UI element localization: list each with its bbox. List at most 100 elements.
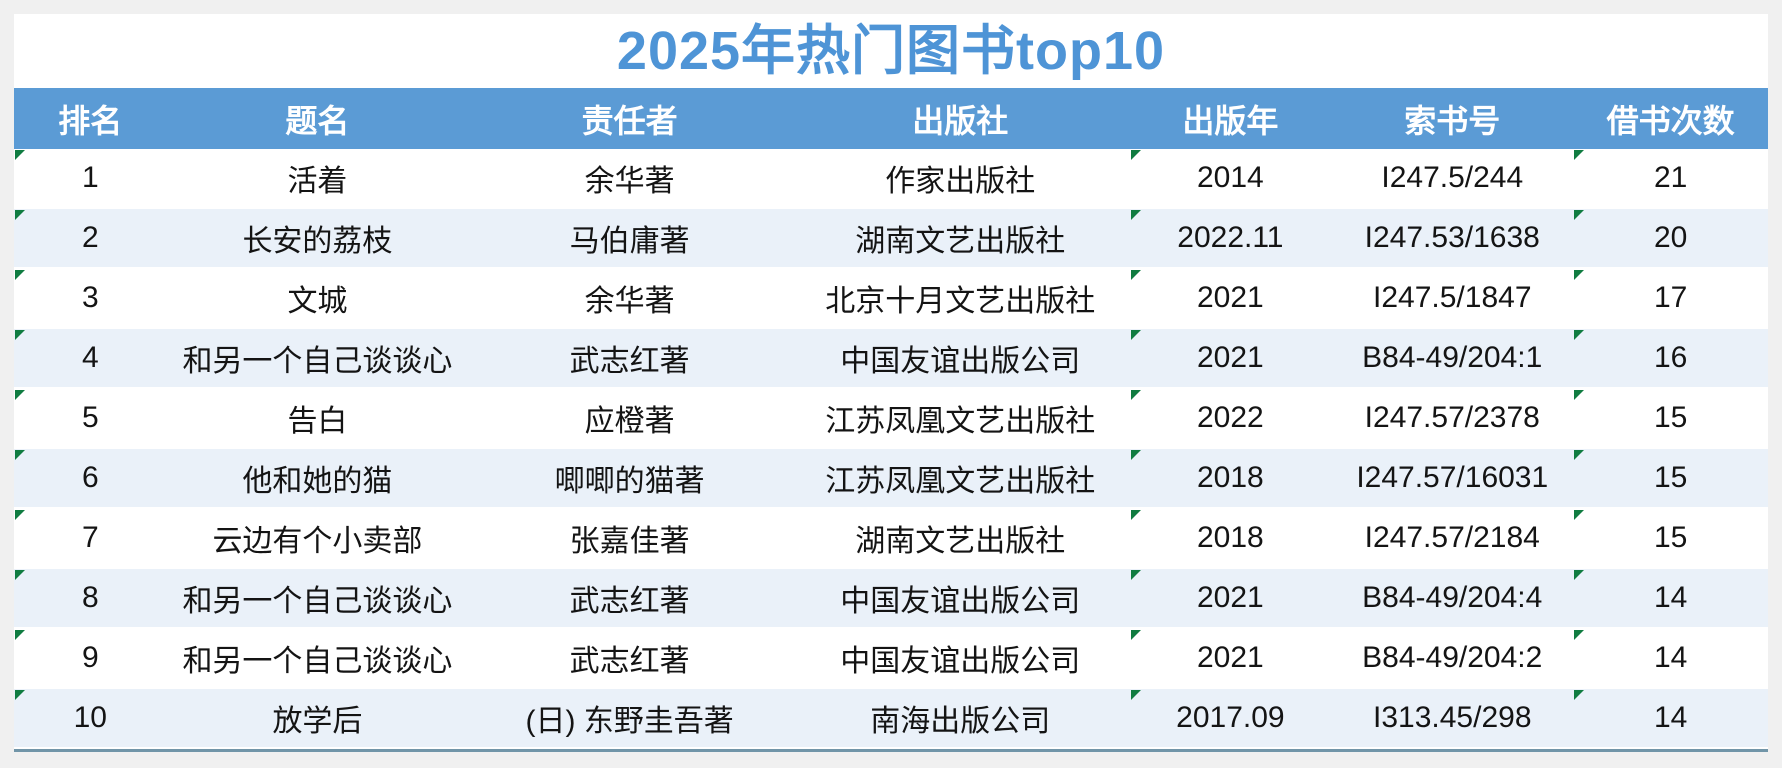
- cell-value: 作家出版社: [885, 165, 1036, 198]
- cell-rank: 1: [14, 149, 167, 209]
- cell-value: 中国友谊出版公司: [840, 585, 1081, 618]
- table-row: 3 文城 余华著 北京十月文艺出版社 2021 I247.5/1847 17: [14, 268, 1768, 329]
- cell-value: 2021: [1197, 281, 1264, 314]
- cell-year: 2018: [1129, 508, 1332, 569]
- table-row: 8 和另一个自己谈谈心 武志红著 中国友谊出版公司 2021 B84-49/20…: [14, 568, 1768, 629]
- page-title: 2025年热门图书top10: [616, 21, 1166, 81]
- cell-year: 2017.09: [1129, 688, 1332, 749]
- cell-publisher: 湖南文艺出版社: [791, 508, 1130, 569]
- cell-value: 马伯庸著: [569, 225, 690, 258]
- cell-year: 2021: [1129, 268, 1332, 329]
- cell-value: I247.57/2378: [1364, 401, 1540, 434]
- cell-value: I247.5/1847: [1373, 281, 1532, 314]
- cell-title: 和另一个自己谈谈心: [166, 568, 469, 629]
- column-header-author: 责任者: [468, 88, 792, 149]
- error-indicator-icon: [15, 570, 25, 580]
- cell-value: 14: [1653, 581, 1688, 614]
- cell-call-number: B84-49/204:1: [1331, 328, 1574, 389]
- cell-author: 余华著: [468, 268, 792, 329]
- cell-call-number: B84-49/204:2: [1331, 628, 1574, 689]
- cell-value: 放学后: [272, 705, 363, 738]
- cell-value: 南海出版公司: [870, 705, 1051, 738]
- cell-value: 和另一个自己谈谈心: [182, 345, 453, 378]
- cell-value: 2018: [1197, 461, 1264, 494]
- table-row: 2 长安的荔枝 马伯庸著 湖南文艺出版社 2022.11 I247.53/163…: [14, 208, 1768, 269]
- error-indicator-icon: [1130, 150, 1141, 160]
- cell-borrow-count: 15: [1573, 508, 1768, 569]
- error-indicator-icon: [1574, 150, 1585, 160]
- cell-borrow-count: 17: [1573, 268, 1768, 329]
- error-indicator-icon: [1130, 690, 1141, 700]
- cell-call-number: I247.5/244: [1331, 149, 1574, 209]
- error-indicator-icon: [1130, 270, 1141, 280]
- cell-borrow-count: 14: [1573, 688, 1768, 749]
- cell-value: 4: [81, 341, 99, 374]
- error-indicator-icon: [15, 450, 25, 460]
- cell-value: B84-49/204:2: [1362, 641, 1543, 674]
- cell-rank: 7: [14, 508, 167, 569]
- cell-value: B84-49/204:1: [1362, 341, 1543, 374]
- table-row: 4 和另一个自己谈谈心 武志红著 中国友谊出版公司 2021 B84-49/20…: [14, 328, 1768, 389]
- column-header-rank: 排名: [14, 88, 167, 149]
- cell-year: 2021: [1129, 628, 1332, 689]
- cell-value: I313.45/298: [1373, 701, 1532, 734]
- cell-value: 21: [1653, 161, 1688, 194]
- cell-value: 江苏凤凰文艺出版社: [825, 405, 1096, 438]
- cell-title: 云边有个小卖部: [166, 508, 469, 569]
- cell-value: 2014: [1197, 161, 1264, 194]
- column-header-title: 题名: [166, 88, 469, 149]
- error-indicator-icon: [15, 390, 25, 400]
- cell-value: 告白: [287, 405, 348, 438]
- error-indicator-icon: [1574, 630, 1585, 640]
- cell-rank: 8: [14, 568, 167, 629]
- cell-value: 9: [81, 641, 99, 674]
- cell-rank: 6: [14, 448, 167, 509]
- cell-publisher: 北京十月文艺出版社: [791, 268, 1130, 329]
- cell-value: 余华著: [584, 285, 675, 318]
- cell-value: B84-49/204:4: [1362, 581, 1543, 614]
- cell-value: I247.57/16031: [1356, 461, 1549, 494]
- cell-year: 2021: [1129, 568, 1332, 629]
- cell-author: 武志红著: [468, 568, 792, 629]
- cell-year: 2022.11: [1129, 208, 1332, 269]
- cell-rank: 5: [14, 388, 167, 449]
- cell-call-number: B84-49/204:4: [1331, 568, 1574, 629]
- cell-call-number: I247.5/1847: [1331, 268, 1574, 329]
- cell-value: 20: [1653, 221, 1688, 254]
- cell-value: 10: [73, 701, 107, 734]
- cell-call-number: I247.57/2378: [1331, 388, 1574, 449]
- cell-value: 7: [81, 521, 99, 554]
- error-indicator-icon: [1574, 270, 1585, 280]
- cell-value: 5: [81, 401, 99, 434]
- cell-rank: 4: [14, 328, 167, 389]
- cell-value: 张嘉佳著: [569, 525, 690, 558]
- cell-value: 2017.09: [1176, 701, 1285, 734]
- error-indicator-icon: [1574, 570, 1585, 580]
- cell-title: 长安的荔枝: [166, 208, 469, 269]
- cell-call-number: I247.57/2184: [1331, 508, 1574, 569]
- book-ranking-sheet: 2025年热门图书top10 排名 题名 责任者 出版社 出版年 索书号 借书次…: [14, 14, 1768, 752]
- error-indicator-icon: [1130, 210, 1141, 220]
- cell-author: 武志红著: [468, 328, 792, 389]
- table-row: 5 告白 应橙著 江苏凤凰文艺出版社 2022 I247.57/2378 15: [14, 388, 1768, 449]
- error-indicator-icon: [15, 630, 25, 640]
- cell-value: 他和她的猫: [242, 465, 393, 498]
- cell-value: 湖南文艺出版社: [855, 525, 1066, 558]
- cell-author: 唧唧的猫著: [468, 448, 792, 509]
- cell-rank: 9: [14, 628, 167, 689]
- cell-borrow-count: 21: [1573, 149, 1768, 209]
- error-indicator-icon: [1130, 630, 1141, 640]
- cell-value: 3: [81, 281, 99, 314]
- error-indicator-icon: [15, 510, 25, 520]
- table-row: 1 活着 余华著 作家出版社 2014 I247.5/244 21: [14, 149, 1768, 209]
- cell-author: 余华著: [468, 149, 792, 209]
- cell-value: I247.53/1638: [1364, 221, 1540, 254]
- cell-borrow-count: 15: [1573, 448, 1768, 509]
- cell-value: 2021: [1197, 641, 1264, 674]
- column-header-publisher: 出版社: [791, 88, 1130, 149]
- cell-author: (日) 东野圭吾著: [468, 688, 792, 749]
- cell-value: 2: [81, 221, 99, 254]
- book-ranking-table: 排名 题名 责任者 出版社 出版年 索书号 借书次数 1 活着 余华著 作家出版…: [14, 88, 1768, 749]
- cell-value: 唧唧的猫著: [554, 465, 705, 498]
- cell-value: 和另一个自己谈谈心: [182, 645, 453, 678]
